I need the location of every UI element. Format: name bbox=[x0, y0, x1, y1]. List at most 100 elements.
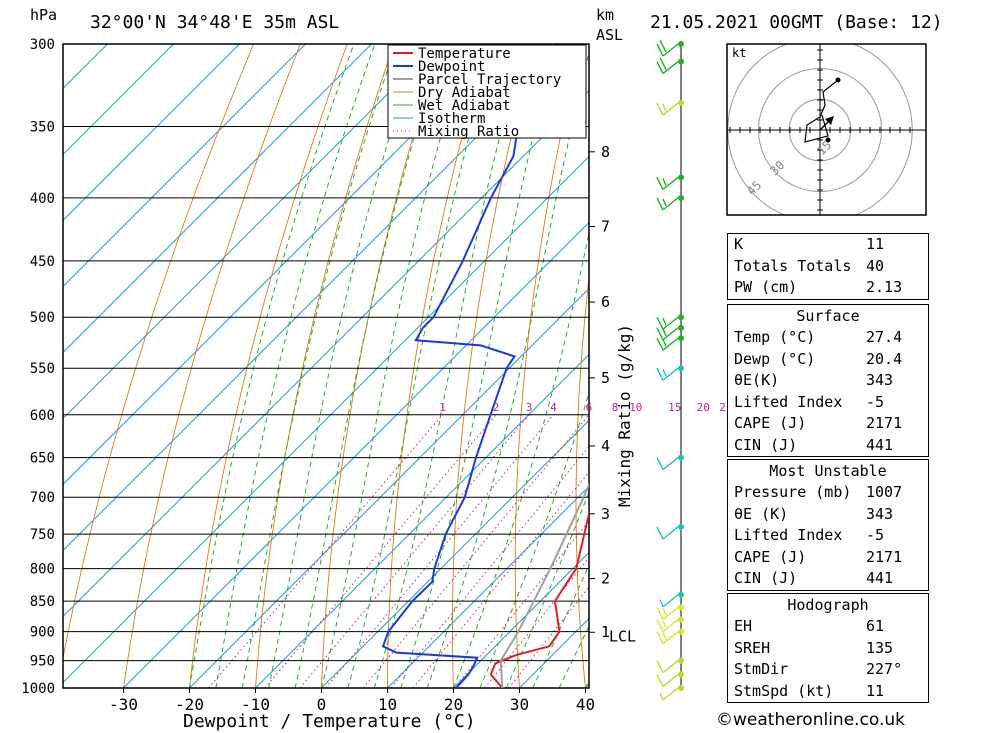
isotherm-line bbox=[63, 155, 589, 684]
hodograph-trace bbox=[804, 79, 839, 143]
hodograph-ring-label: 15 bbox=[814, 138, 834, 158]
mixing-ratio-label: 8 bbox=[612, 401, 619, 414]
wind-barb-half bbox=[662, 632, 667, 640]
isotherm-line bbox=[453, 551, 589, 688]
hodograph-unit-label: kt bbox=[732, 46, 746, 60]
legend-label-wet-adiabat: Wet Adiabat bbox=[418, 98, 511, 114]
index-row-totals-totals: Totals Totals 40 bbox=[734, 256, 885, 275]
wind-level-dot bbox=[678, 616, 684, 623]
wind-barb-shaft bbox=[662, 673, 679, 688]
x-tick-label: 20 bbox=[444, 695, 463, 714]
wind-level-dot bbox=[678, 657, 684, 664]
km-tick-label: 7 bbox=[601, 218, 610, 236]
wind-barb-half bbox=[662, 338, 667, 347]
pressure-tick-label: 650 bbox=[30, 451, 55, 467]
surface-row-dewp: Dewp (°C) 20.4 bbox=[734, 349, 903, 368]
mixing-ratio-label: 2 bbox=[493, 401, 500, 414]
wind-barb-flag bbox=[656, 197, 664, 211]
index-row-k: K 11 bbox=[734, 235, 885, 253]
isotherm-line bbox=[123, 221, 589, 688]
hodograph-frame: kt bbox=[726, 43, 927, 216]
most-unstable-panel: Most Unstable Pressure (mb) 1007 θE (K) 34… bbox=[727, 459, 929, 591]
km-tick-label: 3 bbox=[601, 505, 610, 523]
wind-barb-shaft bbox=[662, 687, 679, 701]
mixing-ratio-label: 6 bbox=[586, 401, 593, 414]
pressure-tick-label: 950 bbox=[30, 654, 55, 670]
pressure-tick-label: 500 bbox=[30, 310, 55, 326]
pressure-tick-label: 350 bbox=[30, 119, 55, 135]
mu-row-cin: CIN (J) 441 bbox=[734, 569, 894, 587]
km-tick-label: 8 bbox=[601, 143, 610, 161]
mu-row-cape: CAPE (J) 2171 bbox=[734, 547, 903, 566]
wet-adiabat-line bbox=[453, 230, 589, 688]
mixing-ratio-axis-label: Mixing Ratio (g/kg) bbox=[615, 324, 634, 507]
pressure-tick-label: 700 bbox=[30, 490, 55, 506]
pressure-tick-label: 850 bbox=[30, 594, 55, 610]
wind-barb-flag bbox=[656, 457, 664, 470]
mixing-ratio-line bbox=[325, 414, 554, 688]
storm-motion-arrowhead bbox=[825, 116, 834, 125]
legend-label-temperature: Temperature bbox=[418, 46, 511, 62]
lcl-label: LCL bbox=[609, 627, 636, 645]
basic-indices-panel: K 11 Totals Totals 40 PW (cm) 2.13 bbox=[727, 233, 929, 300]
wind-level-dot bbox=[678, 58, 684, 65]
legend-label-dry-adiabat: Dry Adiabat bbox=[418, 85, 511, 101]
wind-level-dot bbox=[678, 365, 684, 372]
mu-row-pressure: Pressure (mb) 1007 bbox=[734, 483, 903, 501]
wind-level-dot bbox=[678, 324, 684, 331]
wind-barb-half bbox=[662, 103, 667, 112]
dry-adiabat-line bbox=[954, 44, 1000, 688]
mixing-ratio-label: 20 bbox=[697, 401, 710, 414]
mixing-ratio-line bbox=[264, 414, 497, 688]
wind-barb-shaft bbox=[662, 594, 679, 608]
wind-barb-half bbox=[662, 608, 667, 616]
mixing-ratio-label: 4 bbox=[550, 401, 557, 414]
km-tick-label: 2 bbox=[601, 570, 610, 588]
hodograph-ring-label: 45 bbox=[744, 178, 764, 198]
wind-barb-shaft bbox=[662, 526, 679, 540]
wind-barb-half bbox=[662, 178, 667, 186]
mixing-ratio-line bbox=[412, 471, 589, 688]
hodo-row-eh: EH 61 bbox=[734, 617, 885, 635]
mu-row-lifted-index: Lifted Index -5 bbox=[734, 526, 885, 544]
wind-barb-shaft bbox=[662, 60, 679, 75]
wind-level-dot bbox=[678, 685, 684, 691]
wet-adiabat-line bbox=[505, 490, 589, 688]
wind-barb-flag bbox=[656, 102, 664, 116]
wet-adiabat-line bbox=[532, 563, 589, 688]
mixing-ratio-label: 1 bbox=[439, 401, 446, 414]
wind-barb-half bbox=[662, 198, 667, 207]
pressure-tick-label: 300 bbox=[30, 37, 55, 53]
pressure-unit-label: hPa bbox=[30, 6, 57, 24]
wind-barb-flag bbox=[656, 367, 664, 381]
wet-adiabat-line bbox=[241, 44, 397, 688]
wind-level-dot bbox=[678, 100, 684, 107]
wind-level-dot bbox=[678, 194, 684, 201]
wind-barb-flag bbox=[656, 61, 664, 74]
dewpoint-profile bbox=[381, 44, 554, 688]
height-unit-label: km bbox=[596, 6, 614, 24]
mixing-ratio-label: 3 bbox=[526, 401, 533, 414]
pressure-tick-label: 800 bbox=[30, 562, 55, 578]
wet-adiabat-line bbox=[400, 44, 557, 688]
isotherm-line bbox=[321, 419, 589, 688]
dry-adiabat-line bbox=[63, 44, 255, 661]
x-tick-label: -10 bbox=[241, 695, 270, 714]
x-axis-label: Dewpoint / Temperature (°C) bbox=[183, 711, 476, 732]
pressure-tick-label: 900 bbox=[30, 625, 55, 641]
surface-row-temp: Temp (°C) 27.4 bbox=[734, 328, 903, 346]
x-tick-label: 0 bbox=[317, 695, 327, 714]
wind-level-dot bbox=[678, 41, 684, 47]
wind-barb-flag bbox=[656, 631, 664, 644]
wind-barb-flag bbox=[656, 316, 664, 330]
credit-link[interactable]: ©weatheronline.co.uk bbox=[716, 710, 906, 730]
wind-level-dot bbox=[678, 174, 684, 181]
wind-barb-shaft bbox=[662, 606, 679, 620]
mu-row-theta-e: θE (K) 343 bbox=[734, 504, 894, 523]
wind-level-dot bbox=[678, 314, 684, 321]
isotherm-line bbox=[387, 485, 589, 688]
datetime-label: 21.05.2021 00GMT (Base: 12) bbox=[650, 12, 943, 33]
plot-frame bbox=[62, 43, 590, 689]
wind-barb-shaft bbox=[662, 337, 679, 351]
isotherm-line bbox=[63, 89, 589, 618]
